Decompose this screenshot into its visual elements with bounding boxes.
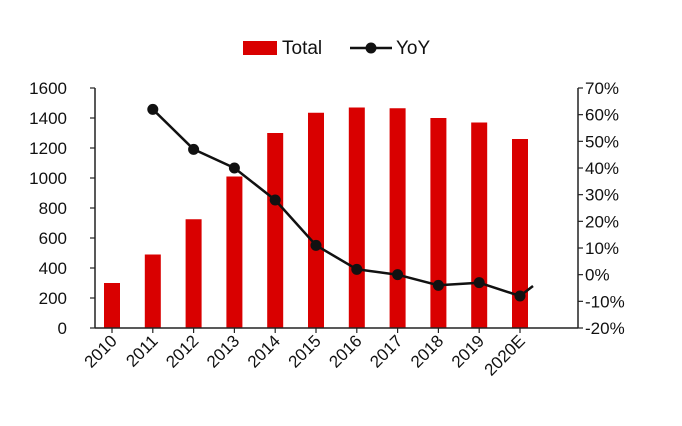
x-tick-label: 2012 [162,331,202,371]
left-tick-label: 800 [39,199,67,218]
right-tick-label: 70% [585,79,619,98]
point-yoy [392,269,404,281]
bar-total [144,254,161,328]
bar-total [185,219,202,328]
legend-marker-yoy [365,42,377,54]
bar-total [308,112,324,328]
right-tick-label: -10% [585,292,625,311]
x-tick-label: 2011 [122,331,161,370]
left-tick-label: 0 [58,319,67,338]
legend-swatch-total [243,41,277,55]
x-tick-label: 2014 [244,331,284,371]
right-tick-label: 20% [585,212,619,231]
point-yoy [473,277,485,289]
left-tick-label: 400 [39,259,67,278]
right-tick-label: 40% [585,159,619,178]
x-tick-label: 2015 [285,331,325,371]
x-tick-label: 2010 [81,331,121,371]
legend: Total YoY [243,38,430,59]
left-tick-label: 1400 [29,109,67,128]
left-tick-label: 1000 [29,169,67,188]
bar-total [430,118,447,328]
x-tick-label: 2013 [203,331,243,371]
left-axis: 0 200 400 600 800 1000 1200 1400 1600 [29,79,96,338]
point-yoy [269,194,281,206]
right-tick-label: 50% [585,132,619,151]
right-tick-label: 10% [585,239,619,258]
x-tick-label: 2017 [366,331,406,371]
x-tick-label: 2020E [481,331,529,379]
point-yoy [310,239,322,251]
point-yoy [514,290,526,302]
bar-total [226,176,243,328]
x-tick-label: 2016 [325,331,365,371]
bars-total [104,107,528,328]
point-yoy [188,143,200,155]
left-tick-label: 200 [39,289,67,308]
bar-total [348,107,365,328]
left-tick-label: 1600 [29,79,67,98]
bar-total [512,139,528,328]
point-yoy [432,279,444,291]
x-axis: 2010 2011 2012 2013 2014 2015 2016 2017 2018 2019… [81,327,578,380]
left-tick-label: 600 [39,229,67,248]
right-tick-label: 60% [585,106,619,125]
right-tick-label: 0% [585,266,610,285]
legend-label-yoy: YoY [396,38,430,59]
right-tick-label: -20% [585,319,625,338]
bar-total [471,122,488,328]
point-yoy [147,103,159,115]
left-tick-label: 1200 [29,139,67,158]
line-yoy-layer [147,103,534,302]
right-tick-label: 30% [585,186,619,205]
bar-total [267,133,284,328]
legend-label-total: Total [282,38,322,59]
point-yoy [351,263,363,275]
x-tick-label: 2018 [407,331,447,371]
right-axis: -20% -10% 0% 10% 20% 30% 40% 50% 60% 70% [577,79,625,338]
point-yoy [228,162,240,174]
bar-total [389,108,406,328]
bar-total [104,283,120,328]
